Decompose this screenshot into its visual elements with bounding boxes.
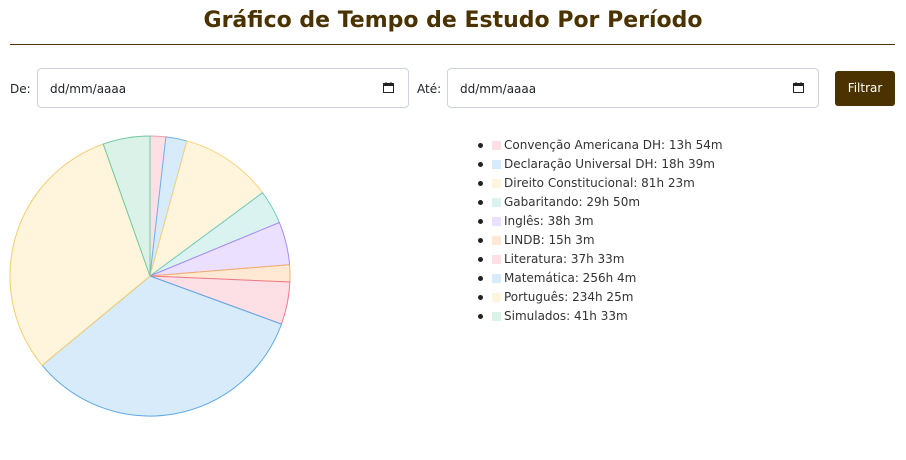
- legend-item: Português: 234h 25m: [478, 288, 723, 307]
- legend-label: Literatura: 37h 33m: [504, 252, 625, 266]
- bullet-icon: [478, 314, 483, 319]
- legend-label: Inglês: 38h 3m: [504, 214, 594, 228]
- pie-chart: [9, 135, 291, 417]
- from-date-label: De:: [10, 82, 31, 96]
- bullet-icon: [478, 143, 483, 148]
- legend-swatch: [492, 217, 501, 226]
- pie-slice-2[interactable]: [149, 140, 264, 278]
- legend-swatch: [492, 312, 501, 321]
- from-date-value: dd/mm/aaaa: [50, 82, 127, 96]
- legend-item: Simulados: 41h 33m: [478, 307, 723, 326]
- legend-item: Inglês: 38h 3m: [478, 212, 723, 231]
- legend-swatch: [492, 293, 501, 302]
- to-date-label: Até:: [417, 82, 442, 96]
- chart-legend: Convenção Americana DH: 13h 54m Declaraçã…: [478, 136, 723, 326]
- legend-item: Gabaritando: 29h 50m: [478, 193, 723, 212]
- legend-item: LINDB: 15h 3m: [478, 231, 723, 250]
- legend-swatch: [492, 179, 501, 188]
- title-divider: [10, 44, 895, 45]
- to-date-input[interactable]: dd/mm/aaaa: [447, 68, 819, 108]
- bullet-icon: [478, 219, 483, 224]
- bullet-icon: [478, 257, 483, 262]
- pie-slice-7[interactable]: [41, 275, 283, 417]
- legend-label: Direito Constitucional: 81h 23m: [504, 176, 695, 190]
- legend-label: Matemática: 256h 4m: [504, 271, 637, 285]
- legend-label: Convenção Americana DH: 13h 54m: [504, 138, 723, 152]
- pie-slice-9[interactable]: [102, 135, 151, 277]
- bullet-icon: [478, 276, 483, 281]
- legend-swatch: [492, 160, 501, 169]
- legend-swatch: [492, 255, 501, 264]
- calendar-icon[interactable]: [793, 82, 804, 93]
- bullet-icon: [478, 181, 483, 186]
- legend-swatch: [492, 236, 501, 245]
- legend-item: Direito Constitucional: 81h 23m: [478, 174, 723, 193]
- filter-button[interactable]: Filtrar: [835, 71, 895, 106]
- bullet-icon: [478, 162, 483, 167]
- bullet-icon: [478, 238, 483, 243]
- page-title: Gráfico de Tempo de Estudo Por Período: [203, 8, 703, 33]
- legend-item: Matemática: 256h 4m: [478, 269, 723, 288]
- legend-swatch: [492, 198, 501, 207]
- bullet-icon: [478, 200, 483, 205]
- legend-swatch: [492, 141, 501, 150]
- legend-item: Literatura: 37h 33m: [478, 250, 723, 269]
- legend-label: Declaração Universal DH: 18h 39m: [504, 157, 715, 171]
- bullet-icon: [478, 295, 483, 300]
- legend-label: LINDB: 15h 3m: [504, 233, 595, 247]
- legend-label: Gabaritando: 29h 50m: [504, 195, 641, 209]
- legend-label: Português: 234h 25m: [504, 290, 634, 304]
- pie-slice-8[interactable]: [9, 143, 151, 366]
- legend-swatch: [492, 274, 501, 283]
- legend-label: Simulados: 41h 33m: [504, 309, 628, 323]
- legend-item: Declaração Universal DH: 18h 39m: [478, 155, 723, 174]
- calendar-icon[interactable]: [383, 82, 394, 93]
- from-date-input[interactable]: dd/mm/aaaa: [37, 68, 409, 108]
- legend-item: Convenção Americana DH: 13h 54m: [478, 136, 723, 155]
- to-date-value: dd/mm/aaaa: [460, 82, 537, 96]
